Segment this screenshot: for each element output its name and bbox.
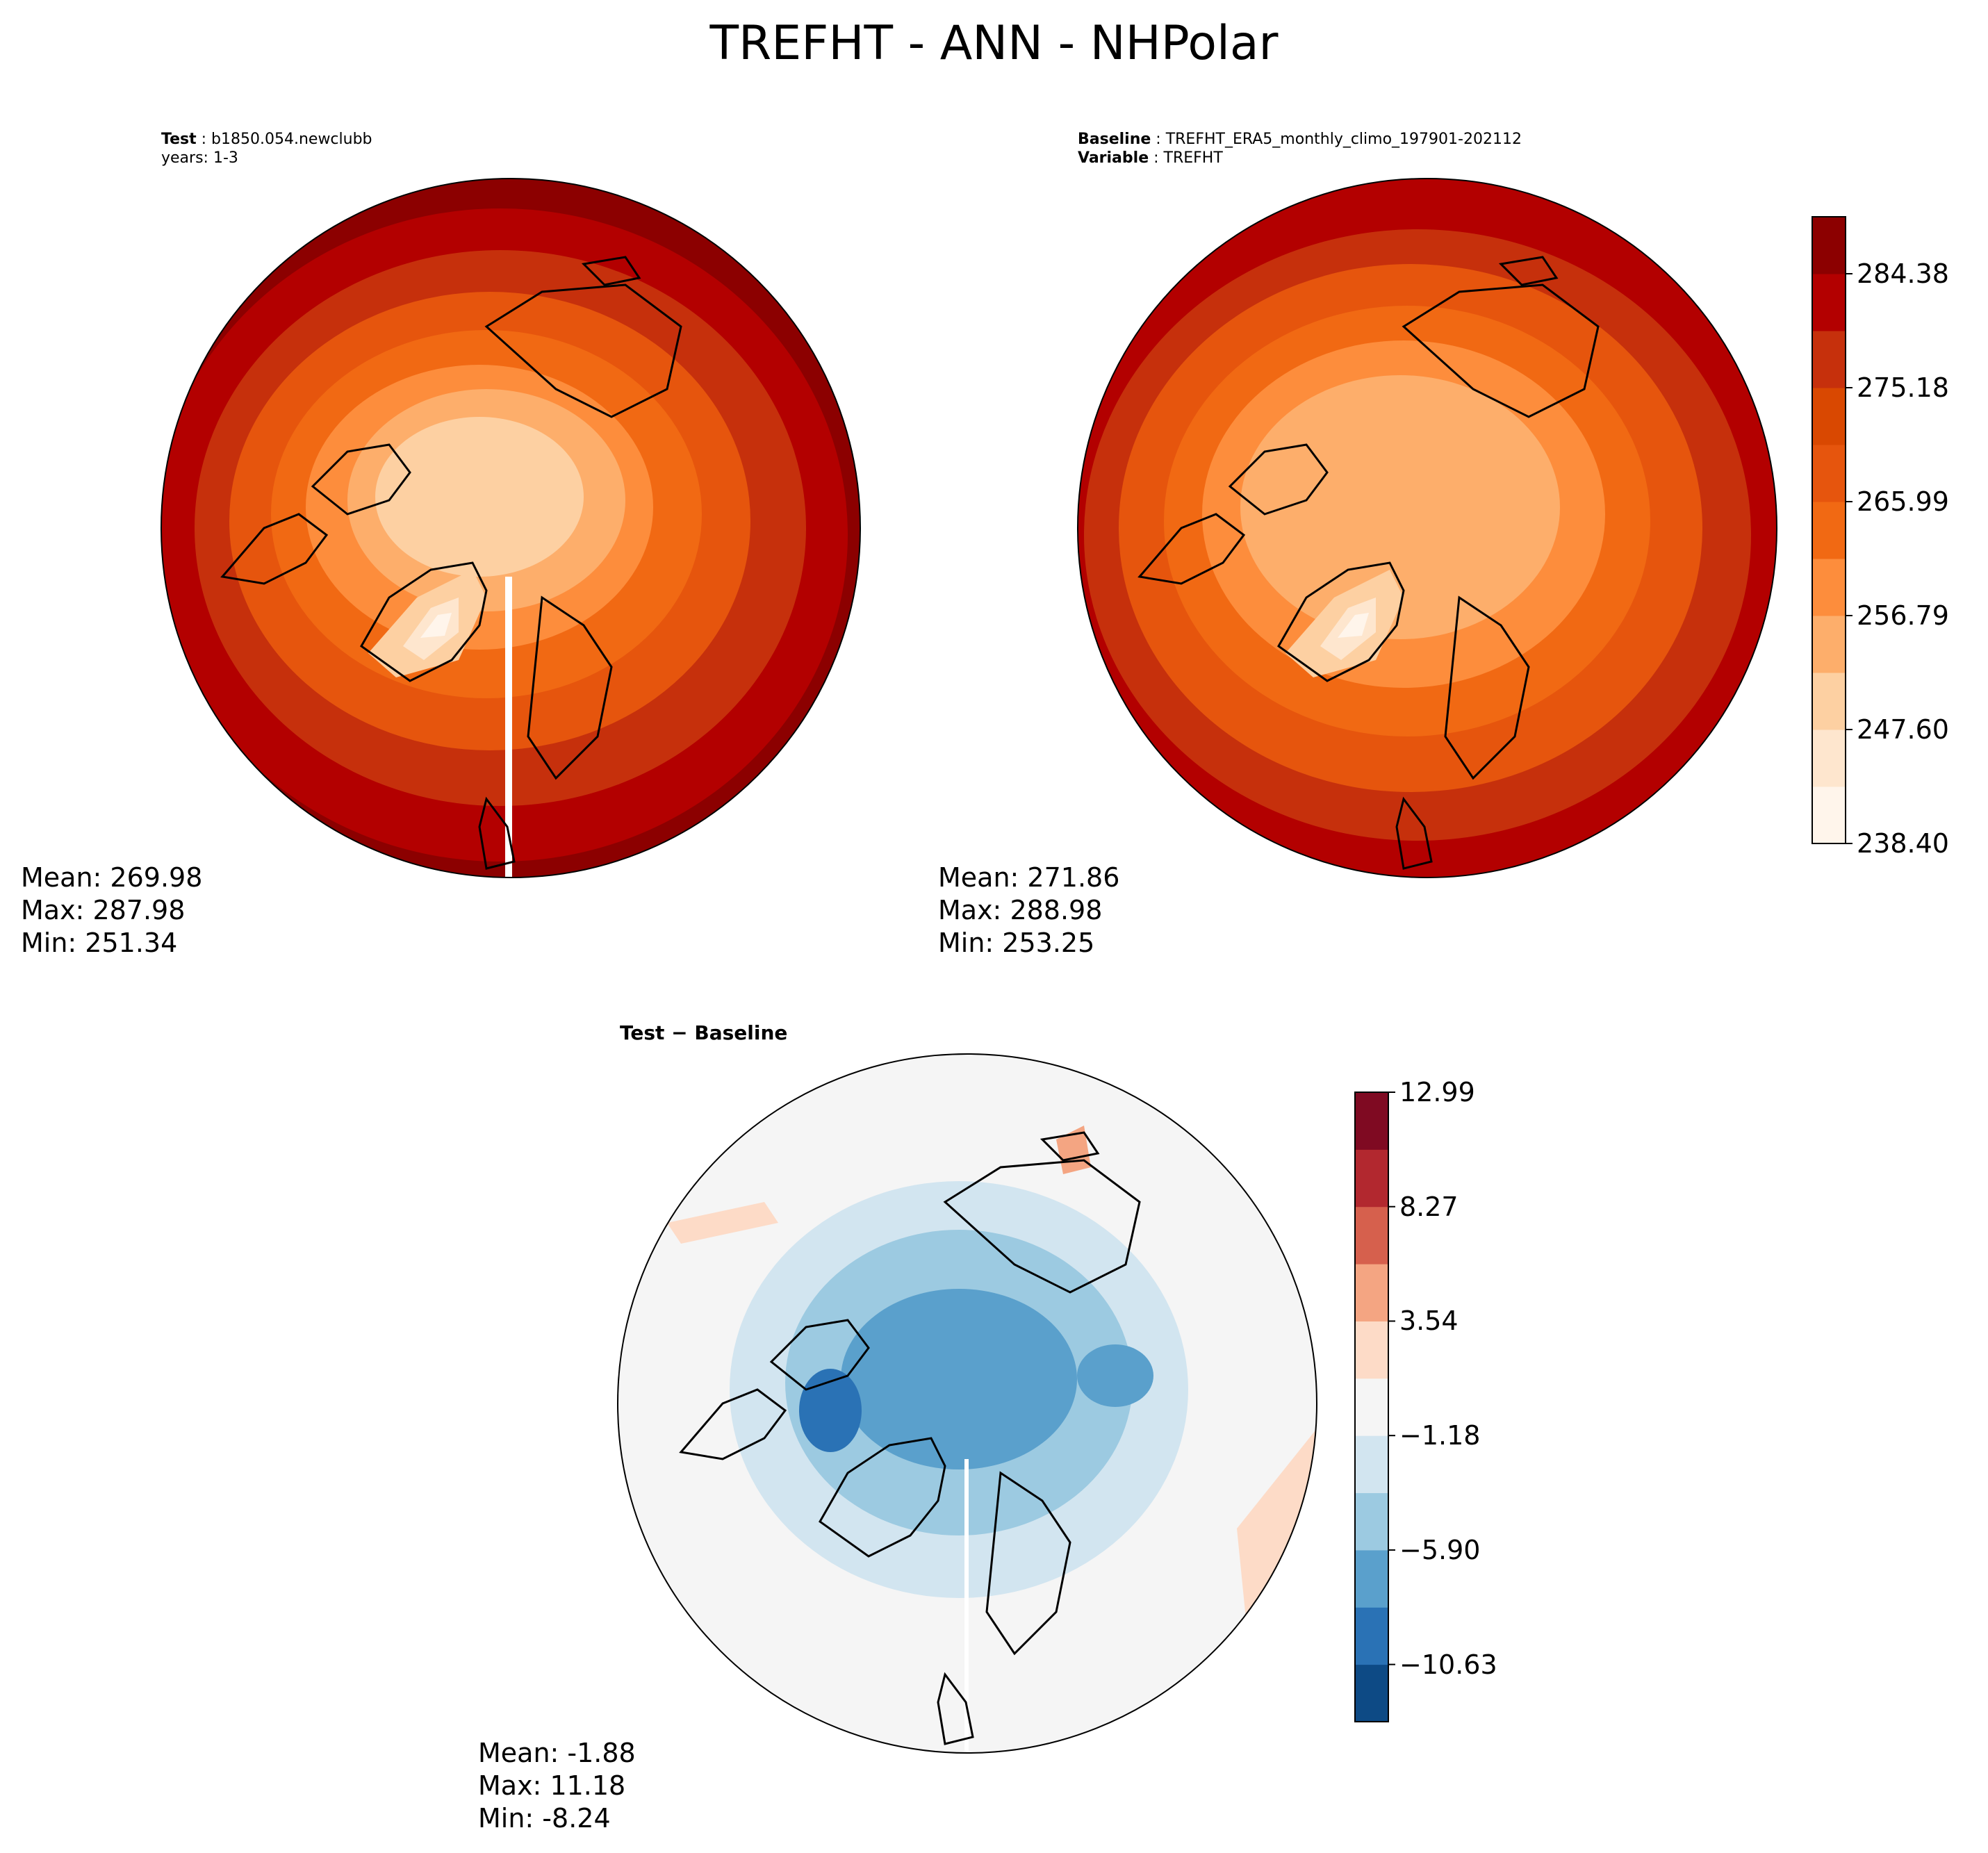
main-colorbar-swatch <box>1812 502 1846 559</box>
baseline-header: Baseline : TREFHT_ERA5_monthly_climo_197… <box>1078 131 1522 167</box>
main-colorbar <box>1812 216 1853 844</box>
variable-label: Variable <box>1078 149 1149 167</box>
main-colorbar-swatch <box>1812 673 1846 730</box>
diff-colorbar-swatch <box>1355 1435 1388 1494</box>
diff-colorbar-tick-label: −5.90 <box>1399 1534 1481 1565</box>
diff-colorbar-swatch <box>1355 1664 1388 1722</box>
diff-colorbar-tick-label: 8.27 <box>1399 1191 1459 1222</box>
diff-colorbar <box>1354 1092 1395 1722</box>
test-max: Max: 287.98 <box>21 895 186 925</box>
main-colorbar-tick-label: 275.18 <box>1857 372 1949 403</box>
main-colorbar-swatch <box>1812 616 1846 673</box>
main-colorbar-tick-label: 256.79 <box>1857 600 1949 631</box>
test-map <box>161 179 860 878</box>
diff-colorbar-swatch <box>1355 1378 1388 1436</box>
diff-map-boundary <box>617 1053 1317 1754</box>
diff-colorbar-swatch <box>1355 1607 1388 1665</box>
baseline-mean: Mean: 271.86 <box>938 862 1120 893</box>
test-name: b1850.054.newclubb <box>211 131 372 148</box>
baseline-name: TREFHT_ERA5_monthly_climo_197901-202112 <box>1165 131 1522 148</box>
diff-title: Test − Baseline <box>620 1021 788 1044</box>
diff-colorbar-swatch <box>1355 1321 1388 1379</box>
diff-colorbar-swatch <box>1355 1206 1388 1265</box>
diff-min: Min: -8.24 <box>478 1803 611 1834</box>
main-colorbar-swatch <box>1812 787 1846 844</box>
diff-colorbar-border <box>1354 1092 1389 1722</box>
diff-colorbar-tick-label: −1.18 <box>1399 1420 1481 1451</box>
baseline-map <box>1078 179 1777 878</box>
main-colorbar-swatch <box>1812 445 1846 502</box>
test-min: Min: 251.34 <box>21 928 178 958</box>
main-colorbar-tick-label: 238.40 <box>1857 828 1949 859</box>
test-header: Test : b1850.054.newclubb years: 1-3 <box>161 131 372 167</box>
main-colorbar-swatch <box>1812 274 1846 331</box>
main-colorbar-border <box>1812 216 1846 844</box>
diff-colorbar-swatch <box>1355 1149 1388 1208</box>
main-colorbar-swatch <box>1812 730 1846 787</box>
test-map-boundary <box>161 178 861 878</box>
main-colorbar-tick-label: 247.60 <box>1857 714 1949 745</box>
diff-colorbar-tick-label: 3.54 <box>1399 1306 1459 1337</box>
test-coastlines <box>220 256 682 870</box>
test-mean: Mean: 269.98 <box>21 862 203 893</box>
test-stats: Mean: 269.98 Max: 287.98 Min: 251.34 <box>21 862 202 960</box>
diff-max: Max: 11.18 <box>478 1770 626 1801</box>
main-colorbar-swatch <box>1812 559 1846 616</box>
baseline-map-boundary <box>1077 178 1777 878</box>
diff-colorbar-swatch <box>1355 1264 1388 1321</box>
diff-coastlines <box>679 1131 1141 1745</box>
main-colorbar-tick-label: 284.38 <box>1857 258 1949 289</box>
test-years: years: 1-3 <box>161 149 238 167</box>
diff-colorbar-tick-label: 12.99 <box>1399 1077 1475 1107</box>
diff-colorbar-tick-label: −10.63 <box>1399 1649 1497 1680</box>
diff-stats: Mean: -1.88 Max: 11.18 Min: -8.24 <box>478 1737 636 1835</box>
variable-name: TREFHT <box>1163 149 1223 167</box>
baseline-min: Min: 253.25 <box>938 928 1095 958</box>
main-colorbar-tick-label: 265.99 <box>1857 486 1949 517</box>
test-label: Test <box>161 131 197 148</box>
main-colorbar-swatch <box>1812 217 1846 274</box>
diff-colorbar-swatch <box>1355 1549 1388 1608</box>
baseline-stats: Mean: 271.86 Max: 288.98 Min: 253.25 <box>938 862 1119 960</box>
baseline-coastlines <box>1137 256 1600 870</box>
diff-mean: Mean: -1.88 <box>478 1738 636 1768</box>
main-colorbar-swatch <box>1812 331 1846 388</box>
figure-title: TREFHT - ANN - NHPolar <box>709 16 1279 71</box>
baseline-max: Max: 288.98 <box>938 895 1103 925</box>
baseline-label: Baseline <box>1078 131 1151 148</box>
diff-colorbar-swatch <box>1355 1092 1388 1150</box>
main-colorbar-swatch <box>1812 388 1846 445</box>
diff-colorbar-swatch <box>1355 1492 1388 1551</box>
diff-map <box>618 1054 1317 1753</box>
